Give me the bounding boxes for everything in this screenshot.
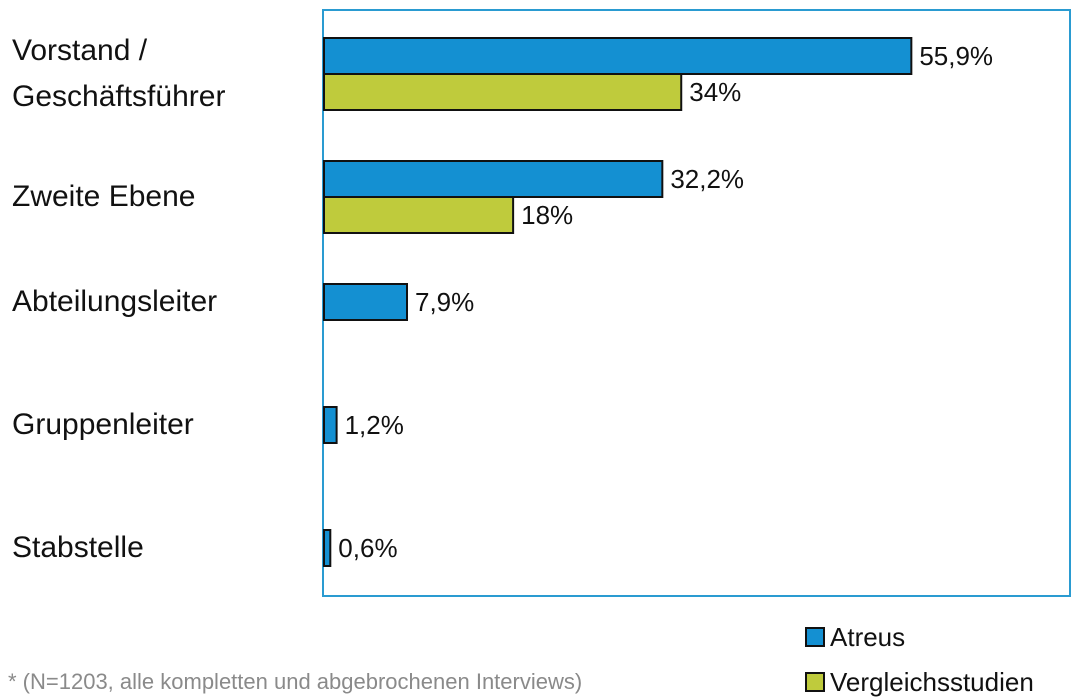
bar [323, 406, 338, 444]
category-label: Zweite Ebene [12, 180, 196, 213]
category-label: Stabstelle [12, 531, 144, 564]
value-label: 0,6% [338, 533, 397, 563]
value-label: 18% [521, 200, 573, 230]
bar [323, 37, 913, 75]
bar [323, 283, 409, 321]
category-label: Gruppenleiter [12, 408, 194, 441]
legend-swatch [805, 627, 825, 647]
category-label: Abteilungsleiter [12, 285, 218, 318]
value-label: 34% [689, 77, 741, 107]
footnote: * (N=1203, alle kompletten und abgebroch… [8, 669, 582, 694]
legend-label: Vergleichsstudien [830, 667, 1034, 697]
value-label: 32,2% [670, 164, 744, 194]
value-label: 7,9% [415, 287, 474, 317]
bar [323, 160, 664, 198]
bar [323, 73, 683, 111]
value-label: 55,9% [919, 41, 993, 71]
legend-swatch [805, 672, 825, 692]
bar [323, 529, 332, 567]
bar [323, 196, 515, 234]
category-label: Vorstand / Geschäftsführer [12, 34, 226, 113]
value-label: 1,2% [345, 410, 404, 440]
legend-label: Atreus [830, 622, 905, 652]
